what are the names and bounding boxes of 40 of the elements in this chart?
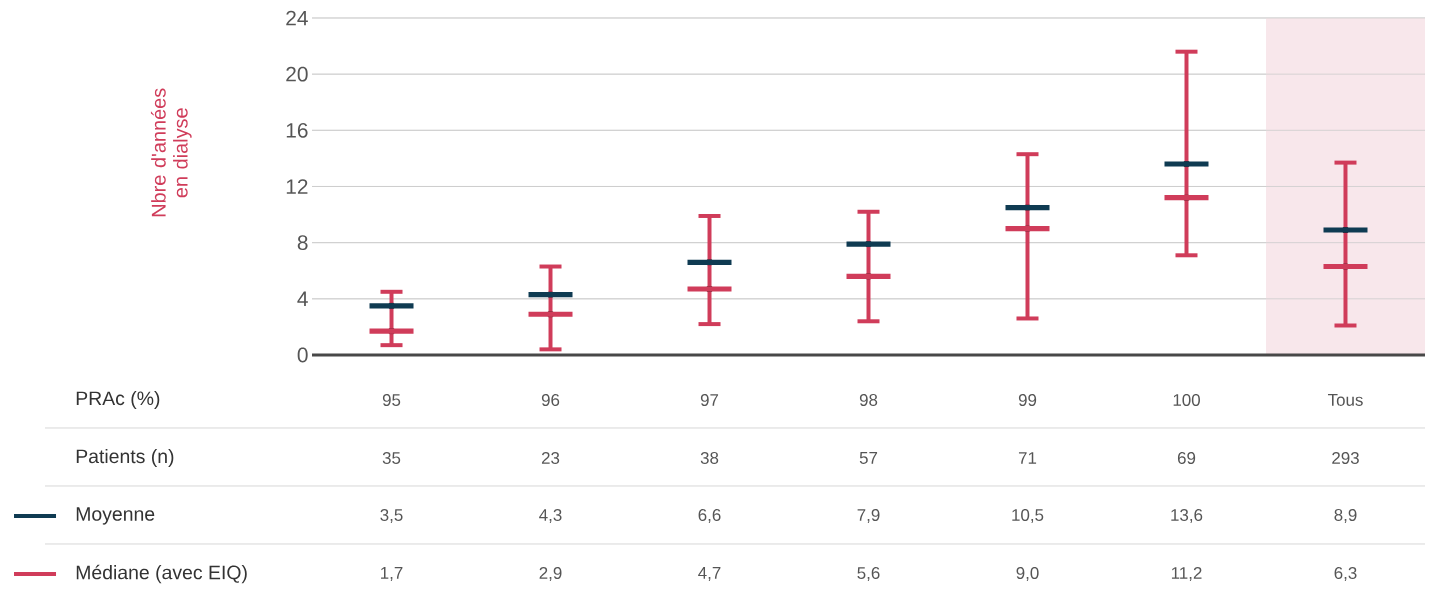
text: 69 [1177,451,1196,464]
text: 23 [541,451,560,464]
text: 35 [382,451,401,464]
x-tick-label: 99 [1018,393,1037,406]
legend-label: Moyenne [76,507,155,525]
text: PRAc (%) [76,390,160,410]
data-label: 4,3 [539,508,562,523]
data-label: 11,2 [1171,566,1202,581]
text: 57 [859,452,878,464]
data-label: 6,3 [1334,566,1357,581]
y-tick-label: 24 [286,10,308,26]
text: 71 [1018,452,1037,464]
text: Patients (n) [76,448,174,468]
data-label: 10,5 [1012,508,1044,523]
x-tick-label: 100 [1173,393,1200,406]
x-tick-label: 95 [382,393,401,406]
y-tick-label: 0 [297,347,308,363]
data-label: 7,9 [857,508,880,523]
data-label: 8,9 [1334,508,1357,523]
y-tick-label: 4 [297,291,308,307]
x-tick-label: Tous [1327,394,1363,406]
y-tick-label: 20 [286,66,308,82]
x-tick-label: 96 [541,393,560,406]
data-label: 13,6 [1171,508,1203,523]
text: 293 [1332,451,1359,464]
legend-label: Médiane (avec EIQ) [76,564,247,584]
data-label: 9,0 [1016,566,1039,581]
data-label: 5,6 [857,566,880,581]
y-tick-label: 12 [286,179,308,194]
x-tick-label: 98 [859,393,878,406]
text: 38 [700,451,719,464]
data-label: 1,7 [381,567,403,581]
y-axis-title: Nbre d'années en dialyse [150,88,192,217]
y-tick-label: 16 [286,122,308,138]
data-label: 4,7 [698,567,721,581]
data-label: 6,6 [698,508,721,523]
x-tick-label: 97 [700,393,719,406]
data-label: 3,5 [380,508,403,523]
data-label: 2,9 [539,566,562,581]
y-tick-label: 8 [297,235,308,251]
